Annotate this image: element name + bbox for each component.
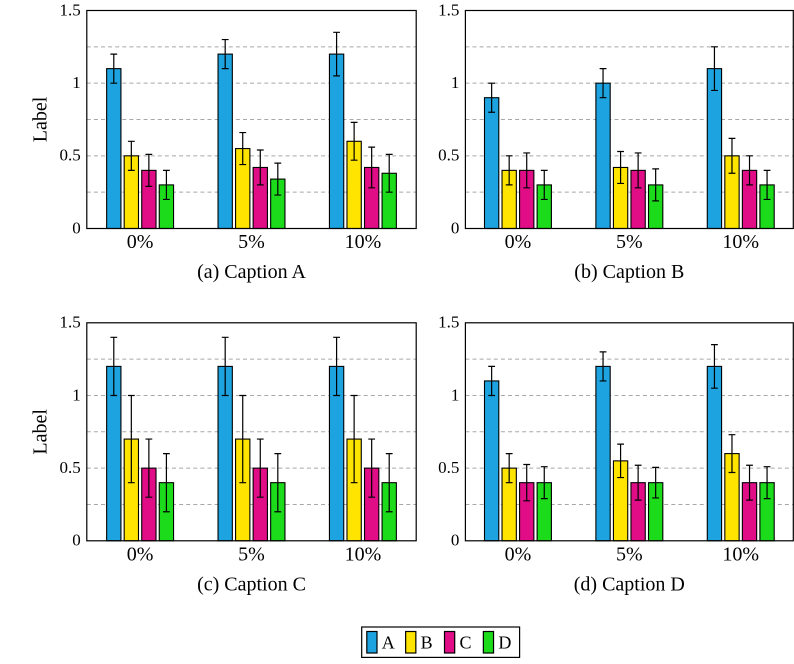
- svg-text:0: 0: [72, 531, 81, 550]
- svg-text:1.5: 1.5: [60, 0, 81, 19]
- svg-text:5%: 5%: [616, 543, 643, 565]
- svg-text:(b) Caption B: (b) Caption B: [574, 261, 684, 283]
- svg-text:0%: 0%: [505, 231, 532, 253]
- svg-text:B: B: [421, 633, 433, 653]
- svg-text:5%: 5%: [616, 231, 643, 253]
- svg-text:(d) Caption D: (d) Caption D: [574, 573, 685, 595]
- svg-text:0: 0: [72, 218, 81, 237]
- svg-text:10%: 10%: [722, 543, 759, 565]
- svg-text:0%: 0%: [505, 543, 532, 565]
- svg-text:0.5: 0.5: [60, 458, 81, 477]
- svg-text:1.5: 1.5: [438, 313, 459, 332]
- svg-text:(a) Caption A: (a) Caption A: [197, 261, 306, 283]
- svg-text:Label: Label: [29, 96, 51, 142]
- svg-text:Label: Label: [29, 409, 51, 455]
- svg-text:1: 1: [72, 73, 81, 92]
- svg-text:1: 1: [72, 385, 81, 404]
- svg-text:0%: 0%: [127, 231, 154, 253]
- svg-text:0.5: 0.5: [60, 146, 81, 165]
- svg-text:5%: 5%: [238, 231, 265, 253]
- svg-text:1.5: 1.5: [60, 313, 81, 332]
- svg-text:0%: 0%: [127, 543, 154, 565]
- svg-text:0: 0: [451, 218, 460, 237]
- svg-text:(c) Caption C: (c) Caption C: [197, 573, 306, 595]
- svg-text:A: A: [382, 633, 395, 653]
- svg-text:1.5: 1.5: [438, 0, 459, 19]
- svg-text:D: D: [498, 633, 511, 653]
- svg-text:0.5: 0.5: [438, 458, 459, 477]
- svg-text:10%: 10%: [722, 231, 759, 253]
- svg-text:0.5: 0.5: [438, 146, 459, 165]
- svg-text:1: 1: [451, 385, 460, 404]
- svg-text:0: 0: [451, 531, 460, 550]
- svg-text:5%: 5%: [238, 543, 265, 565]
- svg-text:10%: 10%: [345, 543, 382, 565]
- svg-text:C: C: [460, 633, 472, 653]
- svg-text:1: 1: [451, 73, 460, 92]
- svg-text:10%: 10%: [345, 231, 382, 253]
